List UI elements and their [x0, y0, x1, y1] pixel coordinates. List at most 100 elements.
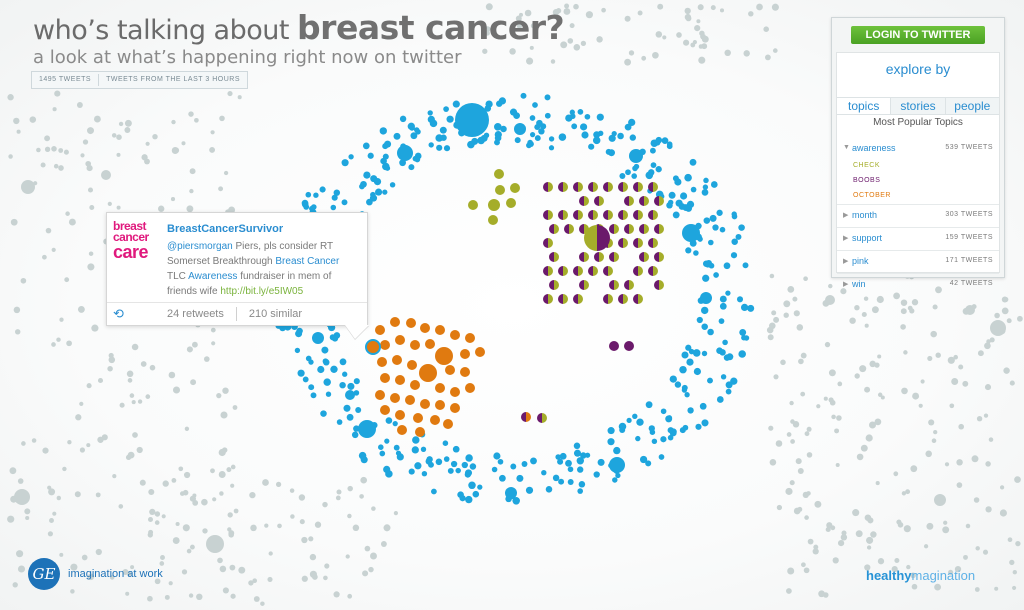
background-dot[interactable]	[52, 511, 57, 516]
ring-dot[interactable]	[730, 377, 738, 385]
purple-topic-dot[interactable]	[609, 341, 619, 351]
awareness-topic-dot[interactable]	[648, 266, 658, 276]
awareness-topic-dot[interactable]	[633, 210, 643, 220]
background-dot[interactable]	[126, 571, 132, 577]
ring-dot[interactable]	[740, 303, 749, 312]
background-dot[interactable]	[289, 488, 295, 493]
background-dot[interactable]	[186, 548, 192, 554]
background-dot[interactable]	[859, 365, 867, 373]
orange-topic-dot[interactable]	[420, 323, 430, 333]
ring-dot[interactable]	[612, 477, 618, 483]
background-dot[interactable]	[160, 555, 165, 560]
ring-dot[interactable]	[674, 178, 682, 186]
ring-dot[interactable]	[660, 436, 667, 443]
background-dot[interactable]	[380, 541, 387, 547]
ring-dot[interactable]	[613, 446, 621, 455]
background-dot[interactable]	[852, 509, 860, 517]
ring-dot[interactable]	[345, 390, 355, 400]
ring-dot[interactable]	[687, 407, 694, 414]
ring-dot[interactable]	[605, 148, 612, 155]
background-dot[interactable]	[789, 400, 794, 406]
ring-dot[interactable]	[407, 122, 415, 130]
background-dot[interactable]	[564, 3, 570, 9]
background-dot[interactable]	[812, 548, 819, 555]
background-dot[interactable]	[876, 295, 884, 304]
background-dot[interactable]	[836, 415, 842, 421]
background-dot[interactable]	[767, 334, 774, 341]
retweet-icon[interactable]: ⟲	[113, 306, 124, 321]
orange-topic-dot[interactable]	[450, 387, 460, 397]
background-dot[interactable]	[1001, 296, 1008, 303]
ring-dot[interactable]	[672, 211, 680, 219]
background-dot[interactable]	[484, 26, 491, 32]
background-dot[interactable]	[216, 392, 222, 399]
background-dot[interactable]	[13, 117, 20, 125]
background-dot[interactable]	[201, 498, 208, 506]
background-dot[interactable]	[82, 139, 89, 145]
background-dot[interactable]	[230, 593, 236, 599]
ring-dot[interactable]	[681, 351, 689, 359]
topic-pink[interactable]: ▶ pink 171 tweets	[837, 250, 999, 273]
background-dot[interactable]	[871, 306, 879, 314]
awareness-topic-dot[interactable]	[609, 224, 619, 234]
background-dot[interactable]	[323, 575, 328, 581]
background-dot[interactable]	[40, 162, 46, 168]
background-dot[interactable]	[112, 473, 117, 479]
background-dot[interactable]	[252, 578, 258, 584]
background-dot[interactable]	[813, 544, 819, 550]
ring-dot[interactable]	[628, 118, 636, 127]
background-dot[interactable]	[956, 482, 963, 488]
background-dot[interactable]	[982, 549, 989, 555]
orange-topic-dot[interactable]	[375, 325, 385, 335]
ring-dot[interactable]	[459, 495, 466, 502]
background-dot[interactable]	[657, 3, 664, 10]
background-dot[interactable]	[194, 117, 199, 123]
topic-month[interactable]: ▶ month 303 tweets	[837, 204, 999, 227]
ring-dot[interactable]	[736, 296, 744, 303]
background-dot[interactable]	[529, 45, 534, 50]
background-dot[interactable]	[218, 448, 226, 457]
ring-dot[interactable]	[593, 471, 600, 478]
ring-dot[interactable]	[624, 123, 632, 131]
background-dot[interactable]	[692, 40, 697, 45]
orange-topic-dot[interactable]	[420, 399, 430, 409]
awareness-topic-dot[interactable]	[618, 294, 628, 304]
ring-dot[interactable]	[330, 204, 337, 211]
background-dot[interactable]	[697, 4, 704, 11]
ring-dot[interactable]	[317, 365, 325, 374]
background-dot[interactable]	[790, 439, 795, 444]
background-dot[interactable]	[662, 35, 667, 40]
ring-dot[interactable]	[494, 139, 500, 146]
background-dot[interactable]	[309, 553, 317, 561]
ring-dot[interactable]	[379, 450, 386, 457]
background-dot[interactable]	[227, 91, 233, 97]
ring-dot[interactable]	[397, 145, 413, 161]
background-dot[interactable]	[927, 355, 933, 361]
background-dot[interactable]	[12, 582, 18, 588]
background-dot[interactable]	[787, 285, 795, 293]
background-dot[interactable]	[36, 147, 41, 153]
background-dot[interactable]	[118, 121, 124, 127]
ring-dot[interactable]	[685, 247, 692, 254]
background-dot[interactable]	[352, 524, 360, 532]
background-dot[interactable]	[95, 492, 101, 498]
background-dot[interactable]	[175, 521, 180, 527]
background-dot[interactable]	[290, 514, 295, 519]
background-dot[interactable]	[191, 341, 198, 348]
background-dot[interactable]	[108, 356, 116, 364]
background-dot[interactable]	[901, 491, 907, 496]
ring-dot[interactable]	[536, 119, 543, 127]
background-dot[interactable]	[101, 170, 111, 180]
ring-dot[interactable]	[648, 425, 655, 432]
awareness-topic-dot[interactable]	[543, 294, 553, 304]
ring-dot[interactable]	[363, 171, 371, 179]
ring-dot[interactable]	[468, 481, 476, 490]
background-dot[interactable]	[314, 521, 322, 528]
background-dot[interactable]	[44, 146, 51, 152]
ring-dot[interactable]	[730, 252, 738, 259]
background-dot[interactable]	[977, 350, 984, 357]
awareness-topic-dot[interactable]	[654, 224, 664, 234]
orange-topic-dot[interactable]	[380, 373, 390, 383]
background-dot[interactable]	[684, 7, 691, 15]
background-dot[interactable]	[393, 511, 398, 516]
